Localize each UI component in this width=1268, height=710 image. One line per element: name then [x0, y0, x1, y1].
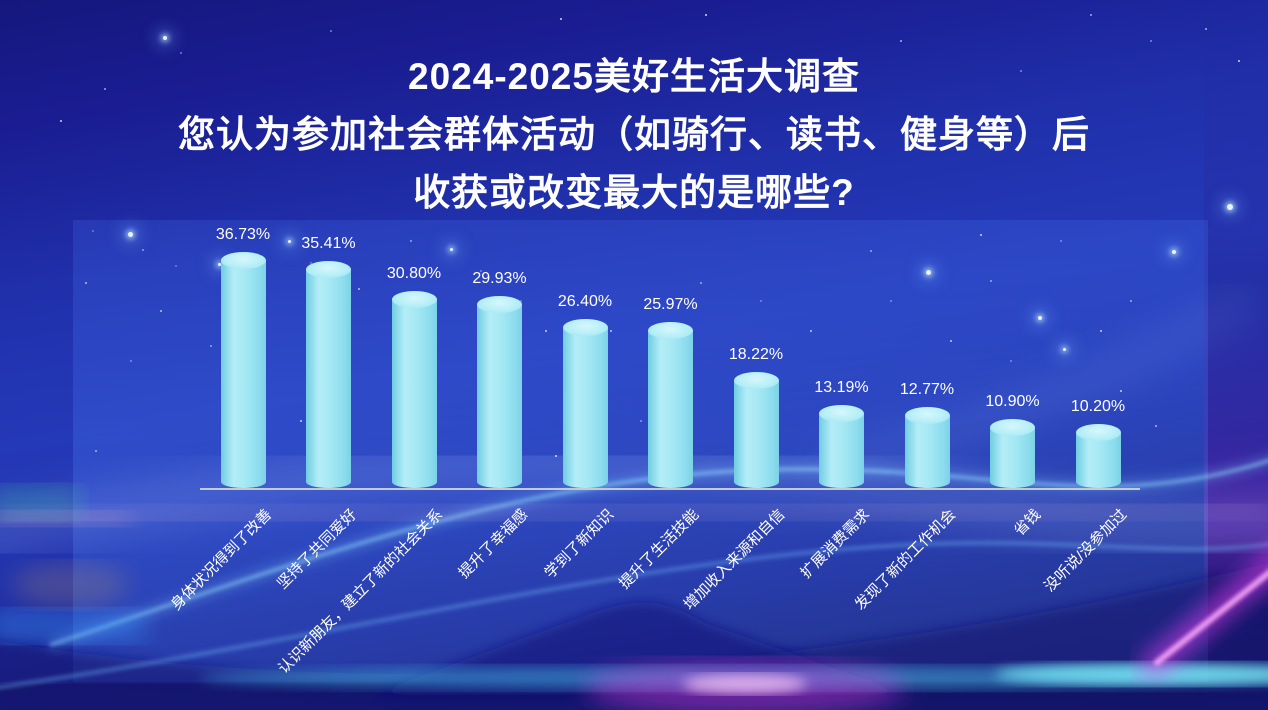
category-label: 提升了幸福感 — [455, 506, 532, 582]
bar-cylinder — [648, 330, 693, 488]
bar-cylinder — [391, 299, 437, 488]
bar-cylinder — [733, 380, 779, 488]
title-line-1: 2024-2025美好生活大调查 — [408, 56, 860, 97]
bar-value-label: 10.20% — [1070, 398, 1126, 415]
bar-cylinder — [562, 327, 608, 488]
bar-cylinder-top — [648, 321, 693, 339]
category-label: 坚持了共同爱好 — [274, 506, 361, 593]
survey-title: 2024-2025美好生活大调查 您认为参加社会群体活动（如骑行、读书、健身等）… — [0, 48, 1268, 222]
bar-cylinder — [220, 260, 266, 488]
bar-cylinder-top — [562, 319, 608, 337]
bar-cylinder-top — [819, 404, 864, 422]
bar-value-label: 30.80% — [386, 264, 442, 282]
bar-cylinder-top — [391, 290, 437, 308]
bar-cylinder-top — [220, 252, 266, 270]
category-label: 没听说/没参加过 — [1040, 506, 1131, 596]
category-label: 提升了生活技能 — [616, 506, 703, 593]
bar-cylinder — [990, 427, 1035, 488]
category-label: 学到了新知识 — [541, 506, 618, 582]
bar-value-label: 18.22% — [728, 346, 784, 364]
category-label: 身体状况得到了改善 — [167, 506, 276, 614]
bar-cylinder-top — [733, 372, 779, 390]
bar-cylinder-top — [306, 260, 351, 278]
category-label: 省钱 — [1011, 506, 1045, 540]
bar-value-label: 35.41% — [301, 234, 356, 252]
bar-cylinder — [819, 413, 864, 488]
bar-value-label: 29.93% — [472, 270, 527, 288]
x-axis-line — [200, 488, 1140, 490]
bar-cylinder — [904, 415, 950, 488]
category-label: 认识新朋友，建立了新的社会关系 — [275, 506, 447, 678]
bar-cylinder — [306, 269, 351, 488]
bar-value-label: 26.40% — [557, 293, 613, 311]
title-line-2: 您认为参加社会群体活动（如骑行、读书、健身等）后 — [178, 114, 1090, 155]
bar-cylinder-top — [1075, 424, 1121, 441]
bar-cylinder — [477, 304, 522, 488]
category-label: 扩展消费需求 — [797, 506, 874, 582]
bar-cylinder-top — [477, 296, 522, 314]
bar-value-label: 36.73% — [215, 226, 271, 244]
bar-value-label: 25.97% — [643, 295, 698, 313]
title-line-3: 收获或改变最大的是哪些? — [413, 172, 855, 213]
